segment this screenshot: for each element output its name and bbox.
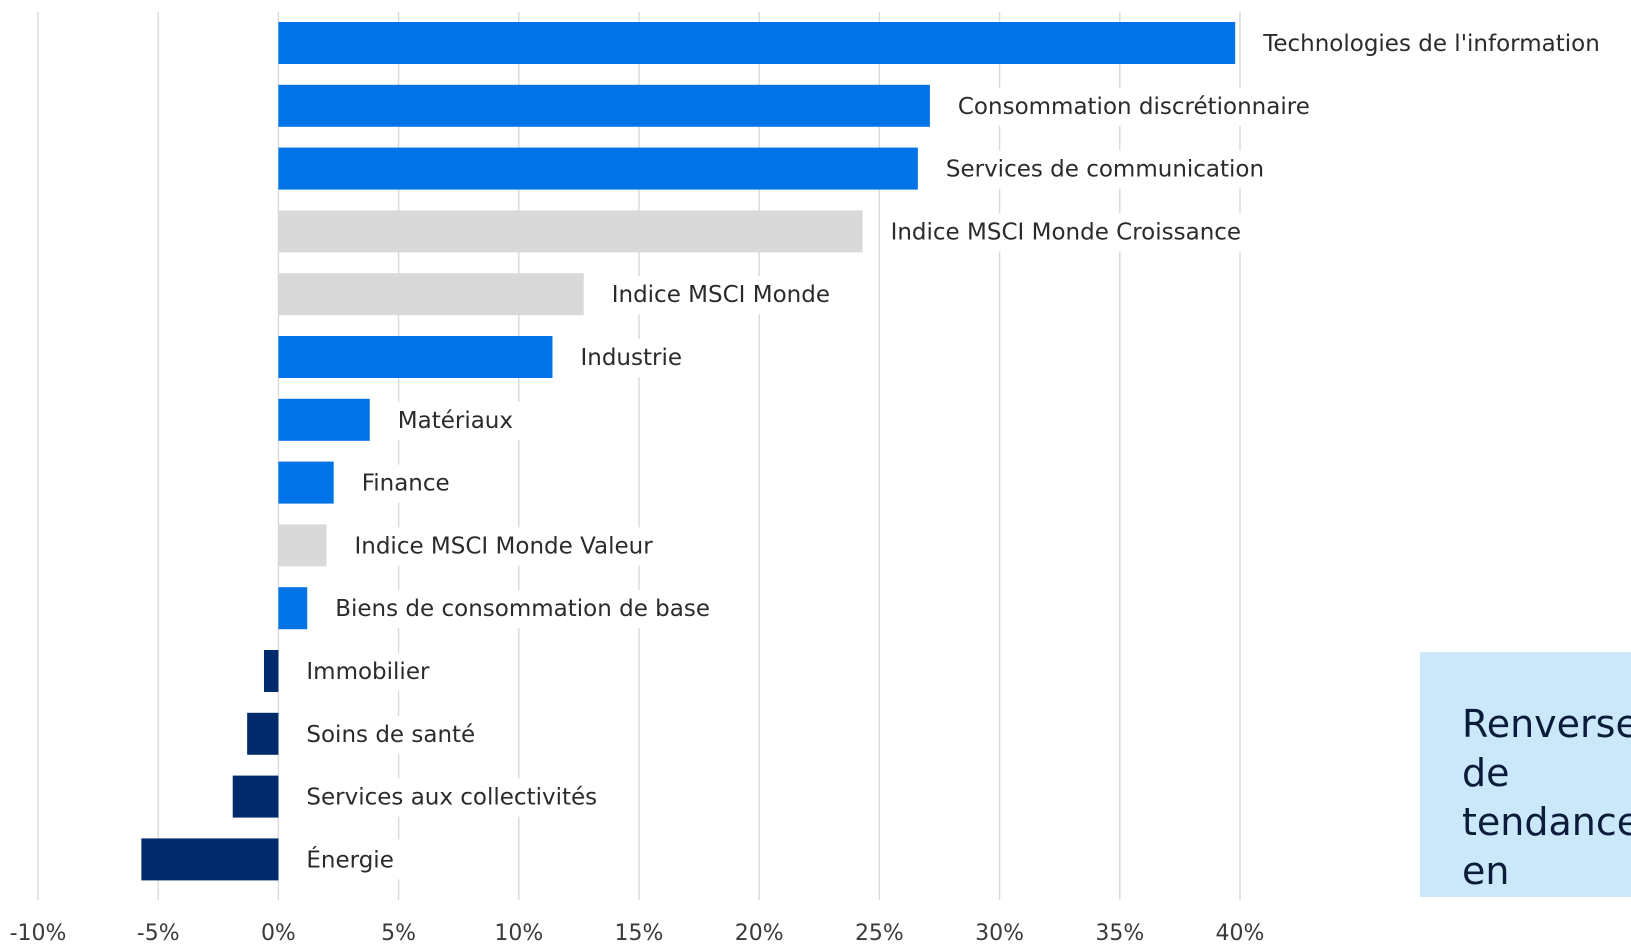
bar-label-backdrop (882, 213, 1250, 252)
bar-label: Finance (362, 471, 450, 497)
bar (278, 147, 918, 190)
bar-label: Énergie (306, 845, 393, 873)
x-tick-label: 40% (1216, 921, 1265, 946)
x-tick-label: 10% (494, 921, 543, 946)
grid-lines (37, 12, 1241, 900)
bar (278, 22, 1236, 64)
bar-label-backdrop (949, 87, 1318, 126)
bar-label: Consommation discrétionnaire (958, 94, 1310, 120)
bar-label: Indice MSCI Monde Croissance (891, 219, 1242, 245)
bar-label: Matériaux (398, 408, 513, 434)
bar-label: Technologies de l'information (1262, 31, 1600, 57)
bar (278, 336, 553, 378)
bar (278, 398, 370, 441)
bar-label-backdrop (603, 276, 839, 315)
bar-label: Services de communication (946, 157, 1264, 183)
bar-label: Soins de santé (306, 722, 475, 748)
bar-label-backdrop (937, 150, 1273, 189)
bar-label: Immobilier (306, 659, 430, 685)
bar-label-backdrop (346, 527, 662, 566)
bar-label: Biens de consommation de base (335, 596, 710, 622)
bar (278, 210, 863, 253)
x-tick-label: 25% (855, 921, 904, 946)
bar (278, 461, 334, 504)
x-tick-label: -10% (10, 921, 67, 946)
bar-label-backdrop (327, 590, 719, 629)
x-tick-label: 30% (975, 921, 1024, 946)
bar (141, 838, 279, 881)
callout-text: Renversement de tendance en 2022. (1462, 702, 1631, 893)
x-tick-label: 0% (261, 921, 296, 946)
bar-label: Indice MSCI Monde Valeur (354, 533, 653, 559)
callout-box: Renversement de tendance en 2022. (1420, 652, 1631, 897)
x-tick-label: 20% (735, 921, 784, 946)
bar (247, 712, 279, 755)
x-axis-ticks: -10% -5% 0% 5% 10% 15% 20% 25% 30% 35% 40% (10, 921, 1265, 946)
bar-label: Industrie (580, 345, 682, 371)
x-tick-label: 5% (381, 921, 416, 946)
bar-label: Services aux collectivités (306, 785, 597, 811)
bar (278, 524, 327, 567)
bar (278, 587, 308, 630)
bars (141, 22, 1236, 881)
bar-label-backdrop (298, 653, 438, 691)
x-tick-label: 35% (1095, 921, 1144, 946)
bar-labels: Technologies de l'information Consommatio… (298, 25, 1608, 880)
bar-label-backdrop (1254, 25, 1608, 63)
bar-label: Indice MSCI Monde (612, 282, 830, 308)
bar (263, 650, 279, 692)
x-tick-label: -5% (137, 921, 180, 946)
bar (278, 84, 930, 127)
bar-label-backdrop (298, 715, 484, 754)
bar-label-backdrop (389, 401, 522, 440)
bar-label-backdrop (298, 839, 402, 880)
bar (278, 273, 584, 316)
bar-label-backdrop (572, 339, 691, 377)
bar (232, 775, 279, 818)
bar-label-backdrop (298, 778, 606, 817)
x-tick-label: 15% (615, 921, 664, 946)
bar-label-backdrop (353, 464, 458, 503)
